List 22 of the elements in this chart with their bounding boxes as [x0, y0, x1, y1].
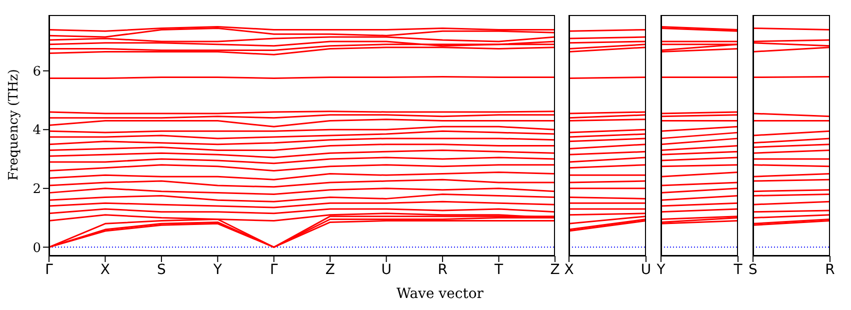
y-tick-label: 0: [32, 240, 41, 256]
y-tick-label: 6: [32, 64, 41, 80]
y-tick-label: 2: [32, 182, 41, 198]
y-axis-title: Frequency (THz): [6, 69, 22, 180]
y-tick-label: 4: [32, 123, 41, 138]
x-tick-label: Y: [656, 262, 666, 278]
x-tick-label: U: [640, 262, 652, 278]
x-tick-label: R: [825, 262, 836, 278]
x-tick-label: Γ: [270, 262, 278, 278]
x-tick-label: S: [748, 262, 758, 278]
x-tick-label: U: [381, 262, 392, 278]
x-tick-label: X: [564, 262, 574, 278]
x-tick-label: R: [438, 262, 448, 278]
x-axis-title: Wave vector: [396, 286, 484, 302]
x-tick-label: T: [732, 262, 743, 278]
x-tick-label: S: [157, 262, 166, 278]
x-tick-label: Γ: [45, 262, 54, 278]
x-tick-label: Z: [325, 262, 335, 278]
x-tick-label: Y: [212, 262, 222, 278]
x-tick-label: T: [493, 262, 504, 278]
x-tick-label: Z: [550, 262, 560, 278]
x-tick-label: X: [100, 262, 110, 278]
